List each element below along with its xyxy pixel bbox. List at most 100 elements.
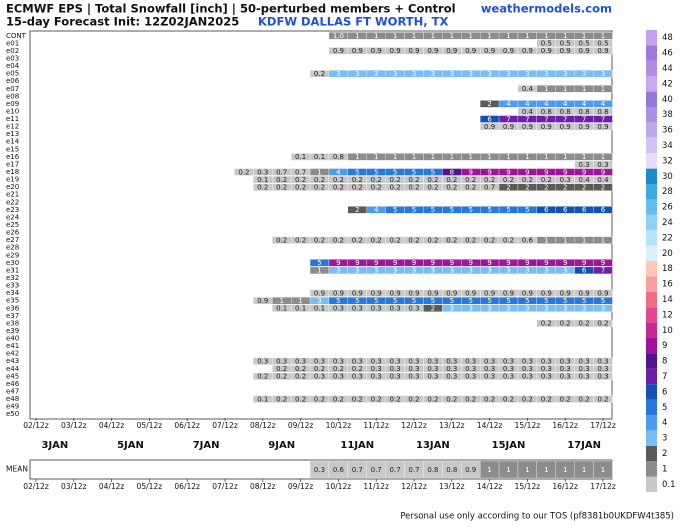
cell	[593, 32, 613, 40]
cell-label: 5	[431, 168, 435, 176]
cell-label: 0.2	[371, 236, 382, 244]
cell-label: 0.2	[446, 236, 457, 244]
cell-label: 0.2	[408, 176, 419, 184]
row-label: e06	[6, 77, 20, 85]
x-tick-label: 04/12z	[99, 482, 125, 491]
cell-label: 3	[525, 305, 529, 313]
location: KDFW DALLAS FT WORTH, TX	[258, 15, 448, 29]
cell-label: 9	[582, 259, 586, 267]
cell-label: 0.2	[333, 183, 344, 191]
cell-label: 1	[317, 168, 321, 176]
x-tick-label: 16/12z	[552, 482, 578, 491]
cell-label: 0.3	[579, 358, 590, 366]
cell-label: 0.9	[597, 47, 608, 55]
colorbar-box	[646, 245, 657, 261]
row-label: e47	[6, 388, 19, 396]
cell-label: 0.2	[541, 176, 552, 184]
cell-label: 0.3	[295, 358, 306, 366]
x-tick-label: 16/12z	[552, 421, 578, 430]
cell-label: 0.3	[522, 373, 533, 381]
cell-label: 0.3	[541, 358, 552, 366]
cell-label: 9	[506, 168, 510, 176]
x-tick-label: 02/12z	[23, 482, 49, 491]
cell-label: 0.3	[579, 373, 590, 381]
row-label: e10	[6, 107, 19, 115]
cell-label: 0.3	[597, 365, 608, 373]
cell-label: 0.3	[408, 358, 419, 366]
cell-label: 0.3	[390, 305, 401, 313]
cell-label: 1	[525, 466, 529, 474]
colorbar-label: 3	[662, 434, 667, 444]
cell-label: 1	[544, 466, 548, 474]
cell-label: 3	[525, 267, 529, 275]
cell-label: 1	[563, 236, 567, 244]
cell-label: 0.2	[333, 236, 344, 244]
x-tick-label: 17/12z	[590, 421, 616, 430]
x-tick-label: 12/12z	[401, 421, 427, 430]
cell-label: 0.3	[560, 373, 571, 381]
chart-title: ECMWF EPS | Total Snowfall [inch] | 50-p…	[6, 2, 456, 16]
cell-label: 7	[525, 115, 529, 123]
cell-label: 5	[582, 297, 586, 305]
cell-label: 0.2	[465, 183, 476, 191]
x-tick-label: 14/12z	[477, 421, 503, 430]
colorbar-box	[646, 30, 657, 46]
x-tick-label: 08/12z	[250, 421, 276, 430]
day-label: 5JAN	[117, 440, 144, 451]
day-label: 3JAN	[42, 440, 69, 451]
cell-label: 0.3	[597, 373, 608, 381]
cell-label: 0.2	[427, 183, 438, 191]
cell-label: 0.3	[427, 373, 438, 381]
cell	[593, 395, 613, 403]
cell-label: 0.2	[276, 236, 287, 244]
cell-label: 0.9	[390, 47, 401, 55]
cell-label: 0.9	[503, 123, 514, 131]
cell-label: 0.3	[560, 365, 571, 373]
row-label: e18	[6, 168, 19, 176]
x-tick-label: 08/12z	[250, 482, 276, 491]
cell-label: 0.3	[408, 365, 419, 373]
cell-label: 0.9	[446, 47, 457, 55]
cell-label: 0.3	[408, 305, 419, 313]
colorbar-label: 24	[662, 218, 673, 228]
cell-label: 0.2	[503, 176, 514, 184]
cell-label: 0.9	[333, 289, 344, 297]
cell-label: 1	[431, 32, 435, 40]
colorbar-box	[646, 137, 657, 154]
cell-label: 0.3	[333, 373, 344, 381]
cell-label: 1	[412, 32, 416, 40]
cell-label: 9	[468, 259, 472, 267]
cell-label: 0.2	[484, 176, 495, 184]
x-tick-label: 07/12z	[212, 482, 238, 491]
colorbar-label: 28	[662, 187, 673, 197]
row-label: e05	[6, 70, 19, 78]
cell-label: 3	[355, 267, 359, 275]
row-label: e24	[6, 213, 20, 221]
colorbar-box	[646, 384, 657, 400]
cell-label: 3	[563, 70, 567, 78]
row-label: e13	[6, 130, 19, 138]
cell-label: 0.2	[295, 365, 306, 373]
cell-label: 1	[355, 153, 359, 161]
cell-label: 0.2	[352, 365, 363, 373]
cell-label: 0.2	[276, 395, 287, 403]
colorbar-box	[646, 153, 657, 169]
cell-label: 0.4	[522, 85, 534, 93]
row-label: e48	[6, 395, 19, 403]
cell-label: 0.3	[522, 358, 533, 366]
colorbar-label: 26	[662, 203, 673, 213]
cell-label: 7	[582, 115, 586, 123]
cell-label: 1	[563, 32, 567, 40]
colorbar-label: 30	[662, 172, 673, 182]
cell	[593, 304, 613, 312]
row-label: e38	[6, 319, 19, 327]
cell-label: 0.1	[257, 176, 268, 184]
cell-label: 0.2	[597, 320, 608, 328]
cell-label: 5	[525, 297, 529, 305]
cell-label: 1	[582, 466, 586, 474]
cell-label: 1	[468, 153, 472, 161]
row-label: e28	[6, 244, 19, 252]
colorbar-box	[646, 107, 657, 123]
cell-label: 7	[601, 115, 605, 123]
cell-label: 9	[393, 259, 397, 267]
